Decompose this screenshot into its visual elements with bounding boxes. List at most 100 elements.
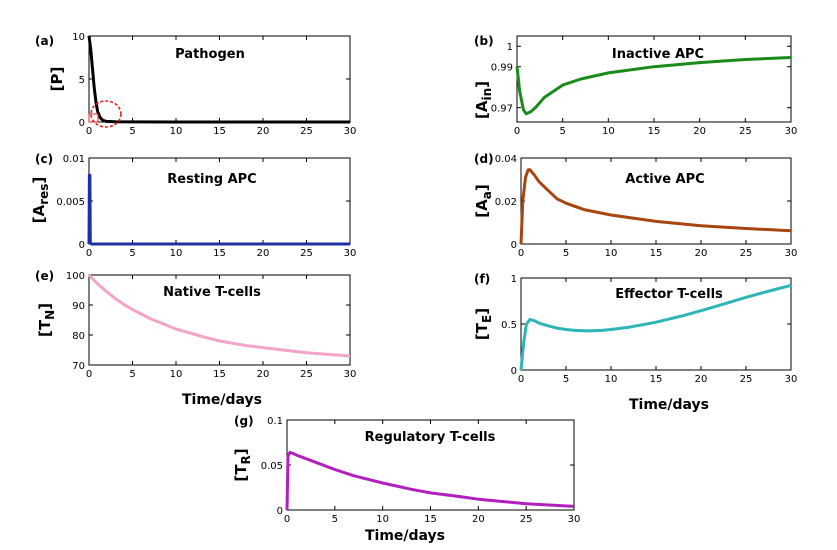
- panel-title: Pathogen: [175, 47, 245, 62]
- x-tick-label: 5: [129, 369, 135, 380]
- panel-d: 0 5 10 15 20 25 30 0 0.02 0.04(d) Active APC [Aa]: [473, 152, 797, 259]
- x-tick-label: 10: [605, 248, 618, 259]
- x-tick-label: 15: [648, 126, 661, 137]
- panel-e: 0 5 10 15 20 25 30 70 80 90 100 (e) Native T-cells [T…: [35, 269, 356, 408]
- x-tick-label: 15: [213, 369, 226, 380]
- x-tick-label: 5: [332, 514, 338, 525]
- panel-label: (e): [35, 269, 54, 283]
- x-tick-label: 0: [514, 126, 520, 137]
- x-tick-label: 15: [213, 126, 226, 137]
- x-tick-label: 10: [376, 514, 389, 525]
- panel-title: Inactive APC: [612, 47, 704, 62]
- y-tick-label: 0.01: [63, 154, 85, 165]
- panel-title: Effector T-cells: [615, 287, 723, 302]
- y-tick-label: 5: [79, 75, 85, 86]
- y-tick-label: 0.02: [495, 197, 517, 208]
- x-tick-label: 20: [695, 374, 708, 385]
- x-tick-label: 5: [129, 248, 135, 259]
- x-tick-label: 5: [559, 126, 565, 137]
- panel-a: 0 5 10 15 20 25 30 0 5 10 (a) Pathogen [P]: [35, 32, 356, 137]
- x-tick-label: 0: [518, 374, 524, 385]
- panel-c: 0 5 10 15 20 25 30 0 0.005 0.01 (c) Resting APC [Are…: [30, 152, 356, 259]
- panel-label: (d): [474, 152, 494, 166]
- x-tick-label: 25: [520, 514, 533, 525]
- panel-f: 0 5 10 15 20 25 30 0 0.5 1 (f) Effector T-cells [TE]…: [473, 272, 797, 413]
- y-tick-label: 1: [511, 274, 517, 285]
- x-tick-label: 0: [518, 248, 524, 259]
- y-axis-label: [P]: [48, 67, 66, 92]
- x-tick-label: 0: [86, 126, 92, 137]
- panel-title: Native T-cells: [163, 285, 261, 300]
- series-line-g: [285, 450, 575, 511]
- series-line-a: [87, 35, 350, 124]
- x-tick-label: 10: [170, 369, 183, 380]
- panel-label: (a): [35, 34, 54, 48]
- panel-label: (f): [474, 272, 490, 286]
- y-tick-label: 0: [277, 506, 283, 517]
- y-axis-label: [Ain]: [473, 81, 494, 119]
- x-tick-label: 30: [344, 369, 357, 380]
- x-tick-label: 25: [740, 248, 753, 259]
- highlight-box: [88, 113, 99, 123]
- y-axis-label: [TE]: [473, 308, 494, 340]
- x-tick-label: 20: [472, 514, 485, 525]
- x-axis-label: Time/days: [365, 528, 445, 544]
- series-line-f: [519, 283, 792, 371]
- y-axis-label: [Aa]: [473, 184, 494, 217]
- panel-title: Active APC: [625, 172, 704, 187]
- x-axis-label: Time/days: [182, 392, 262, 408]
- panel-label: (g): [234, 414, 254, 428]
- x-tick-label: 10: [170, 248, 183, 259]
- x-tick-label: 15: [213, 248, 226, 259]
- panel-title: Resting APC: [167, 172, 256, 187]
- x-tick-label: 5: [563, 374, 569, 385]
- x-tick-label: 5: [563, 248, 569, 259]
- y-tick-label: 0: [511, 240, 517, 251]
- y-tick-label: 1: [507, 42, 513, 53]
- x-tick-label: 20: [257, 369, 270, 380]
- panel-label: (c): [35, 152, 53, 166]
- y-tick-label: 80: [72, 331, 85, 342]
- x-tick-label: 10: [602, 126, 615, 137]
- y-tick-label: 0.04: [495, 154, 517, 165]
- x-tick-label: 10: [170, 126, 183, 137]
- x-tick-label: 20: [257, 126, 270, 137]
- x-tick-label: 15: [424, 514, 437, 525]
- y-axis-label: [TN]: [36, 303, 57, 337]
- highlight-circle: [90, 100, 122, 128]
- x-tick-label: 30: [785, 248, 798, 259]
- x-tick-label: 15: [650, 248, 663, 259]
- y-tick-label: 0.99: [491, 63, 513, 74]
- series-line-c: [87, 173, 350, 246]
- x-tick-label: 0: [86, 369, 92, 380]
- y-tick-label: 0.97: [491, 104, 513, 115]
- y-tick-label: 10: [72, 32, 85, 43]
- x-tick-label: 0: [86, 248, 92, 259]
- x-tick-label: 20: [695, 248, 708, 259]
- y-tick-label: 100: [66, 271, 85, 282]
- x-tick-label: 10: [605, 374, 618, 385]
- x-tick-label: 20: [693, 126, 706, 137]
- panel-title: Regulatory T-cells: [365, 430, 496, 445]
- x-tick-label: 5: [129, 126, 135, 137]
- x-tick-label: 30: [344, 248, 357, 259]
- y-tick-label: 0.005: [56, 197, 85, 208]
- x-tick-label: 25: [300, 126, 313, 137]
- series-line-b: [515, 56, 792, 116]
- panel-g: 0 5 10 15 20 25 30 0 0.05 0.1 (g) Regulatory T-cell…: [232, 414, 580, 544]
- x-tick-label: 30: [568, 514, 581, 525]
- panel-label: (b): [474, 34, 494, 48]
- y-axis-label: [TR]: [232, 448, 253, 481]
- y-tick-label: 0.05: [261, 461, 283, 472]
- x-tick-label: 25: [300, 369, 313, 380]
- x-tick-label: 30: [785, 126, 798, 137]
- x-tick-label: 30: [785, 374, 798, 385]
- series-line-e: [87, 273, 351, 358]
- y-tick-label: 0: [79, 118, 85, 129]
- x-tick-label: 15: [650, 374, 663, 385]
- x-tick-label: 0: [284, 514, 290, 525]
- series-line-d: [519, 168, 792, 245]
- x-tick-label: 25: [740, 374, 753, 385]
- x-tick-label: 20: [257, 248, 270, 259]
- panel-b: 0 5 10 15 20 25 30 0.97 0.99 1 (b) Inactive APC [Ain…: [473, 34, 797, 137]
